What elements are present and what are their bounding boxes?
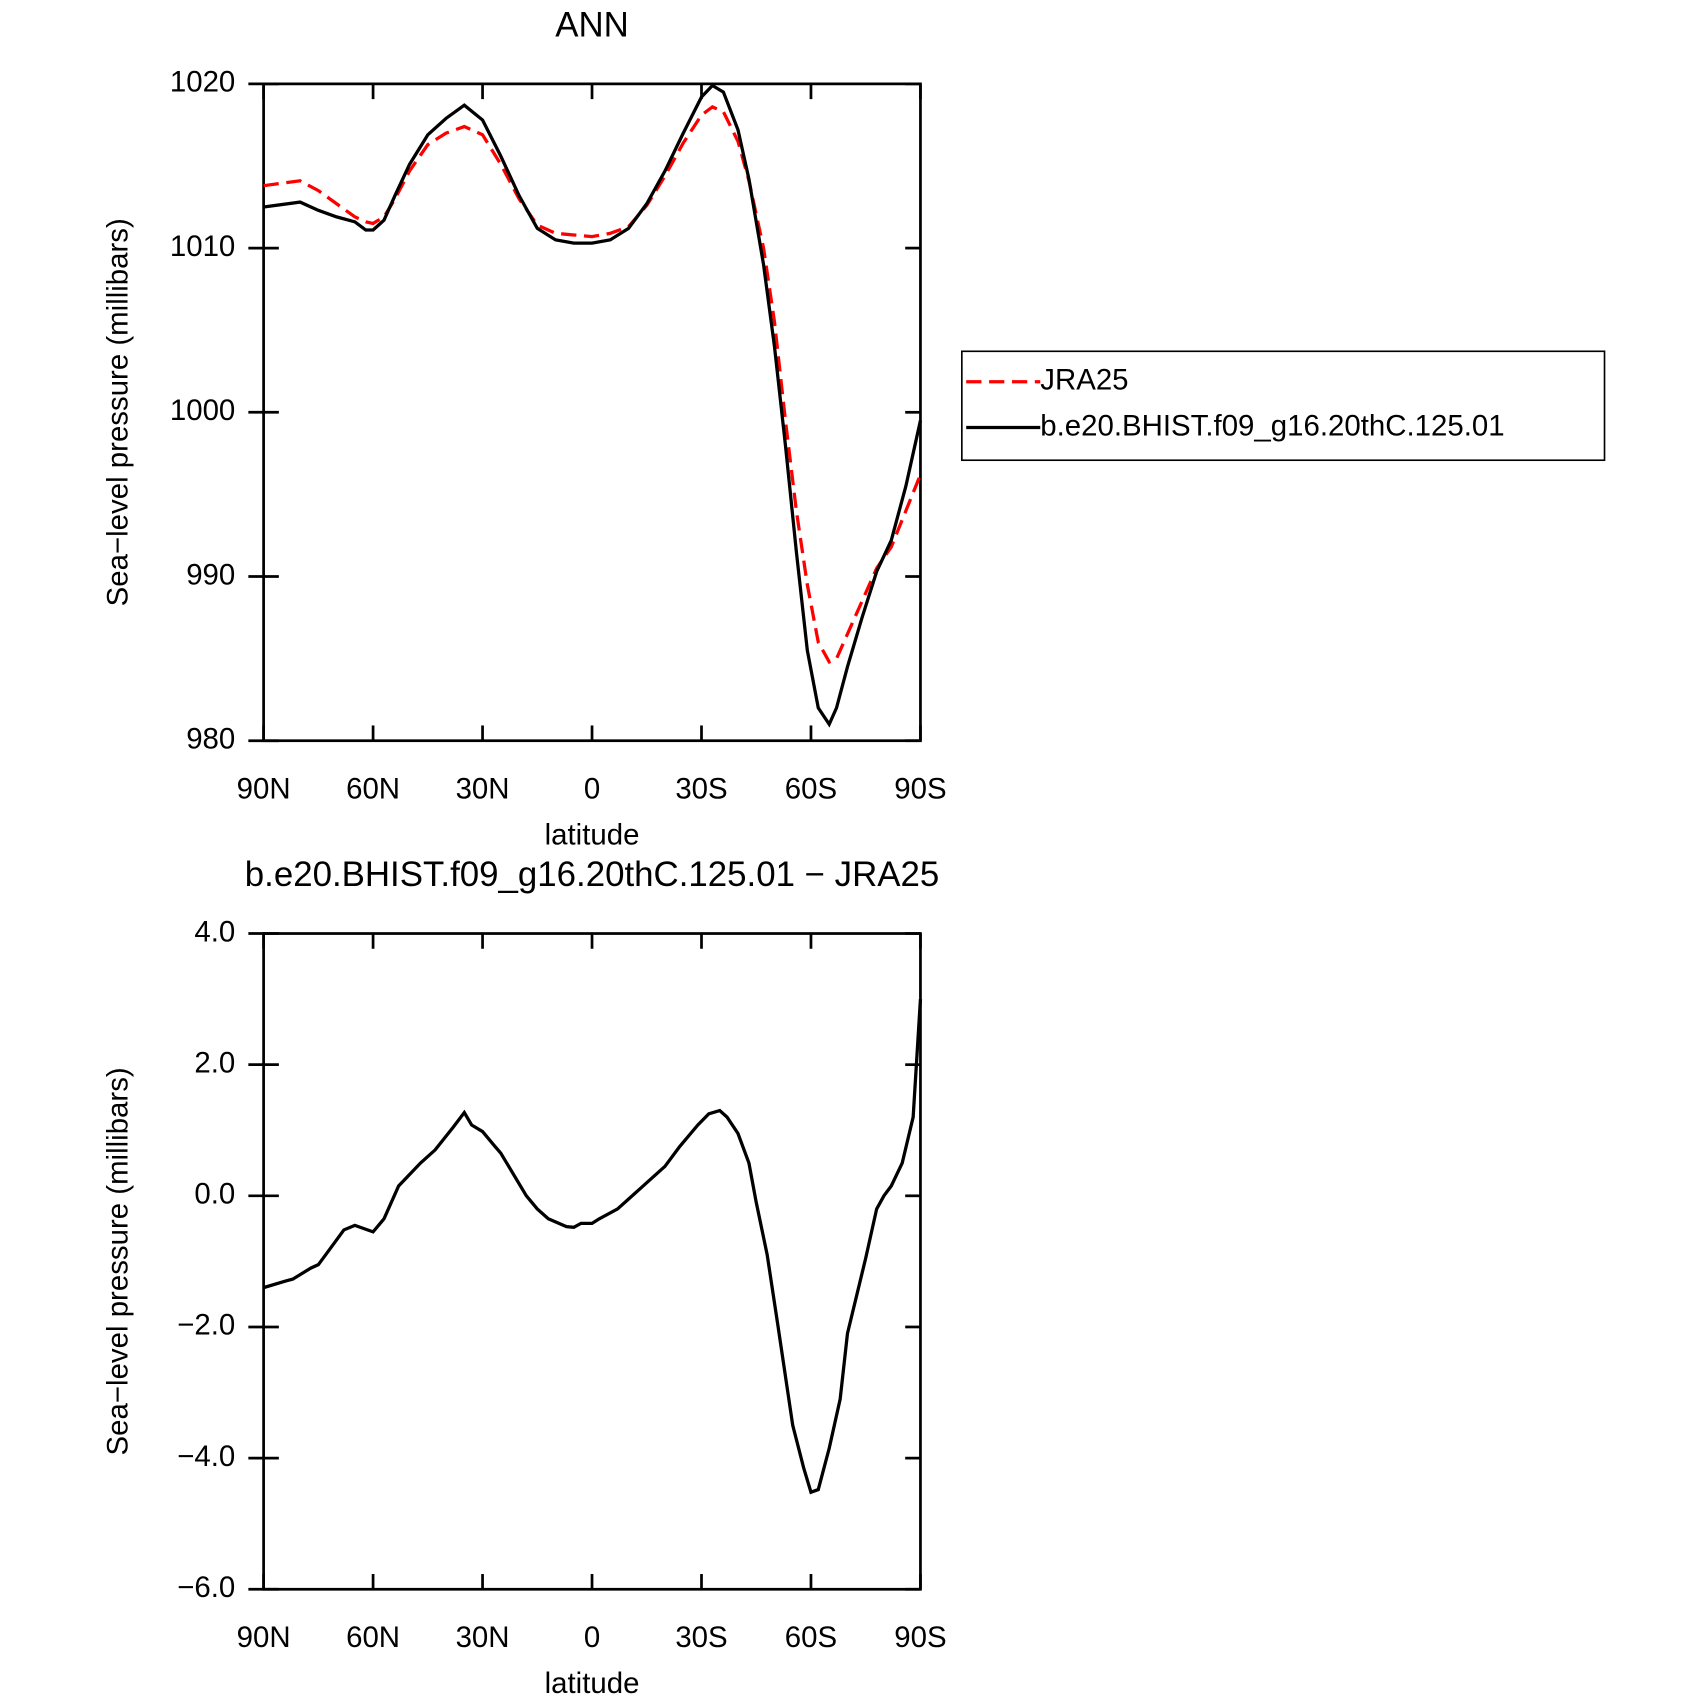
legend-box <box>961 350 1606 462</box>
y-tick-label: 1000 <box>170 394 235 427</box>
x-tick-label: 60N <box>346 1621 400 1654</box>
y-tick-label: 2.0 <box>194 1046 235 1079</box>
x-tick-label: 30S <box>675 773 727 806</box>
x-tick-label: 60S <box>785 1621 837 1654</box>
y-tick-label: 1020 <box>170 66 235 99</box>
series-line <box>263 998 923 1495</box>
x-tick-label: 0 <box>584 1621 600 1654</box>
chart-title: ANN <box>555 5 629 44</box>
x-tick-label: 90N <box>237 773 291 806</box>
x-tick-label: 30N <box>456 773 510 806</box>
x-tick-label: 0 <box>584 773 600 806</box>
y-tick-label: 1010 <box>170 230 235 263</box>
y-tick-label: −6.0 <box>177 1571 235 1604</box>
x-tick-label: 60S <box>785 773 837 806</box>
x-tick-label: 60N <box>346 773 400 806</box>
y-axis-label: Sea−level pressure (millibars) <box>102 218 135 606</box>
plot-frame <box>262 932 922 1591</box>
y-tick-label: 980 <box>186 722 235 755</box>
x-tick-label: 90S <box>894 1621 946 1654</box>
x-tick-label: 90N <box>237 1621 291 1654</box>
series-line <box>263 83 923 728</box>
x-tick-label: 90S <box>894 773 946 806</box>
legend-label: b.e20.BHIST.f09_g16.20thC.125.01 <box>1040 409 1504 442</box>
series-line <box>263 104 922 664</box>
legend-label: JRA25 <box>1040 364 1128 397</box>
x-tick-label: 30S <box>675 1621 727 1654</box>
chart-title: b.e20.BHIST.f09_g16.20thC.125.01 − JRA25 <box>245 855 939 894</box>
plot-frame <box>262 82 922 743</box>
x-tick-label: 30N <box>456 1621 510 1654</box>
y-tick-label: 990 <box>186 558 235 591</box>
y-tick-label: −4.0 <box>177 1440 235 1473</box>
x-axis-label: latitude <box>545 1667 640 1700</box>
x-axis-label: latitude <box>545 818 640 851</box>
y-axis-label: Sea−level pressure (millibars) <box>102 1067 135 1455</box>
y-tick-label: −2.0 <box>177 1309 235 1342</box>
y-tick-label: 4.0 <box>194 915 235 948</box>
y-tick-label: 0.0 <box>194 1178 235 1211</box>
